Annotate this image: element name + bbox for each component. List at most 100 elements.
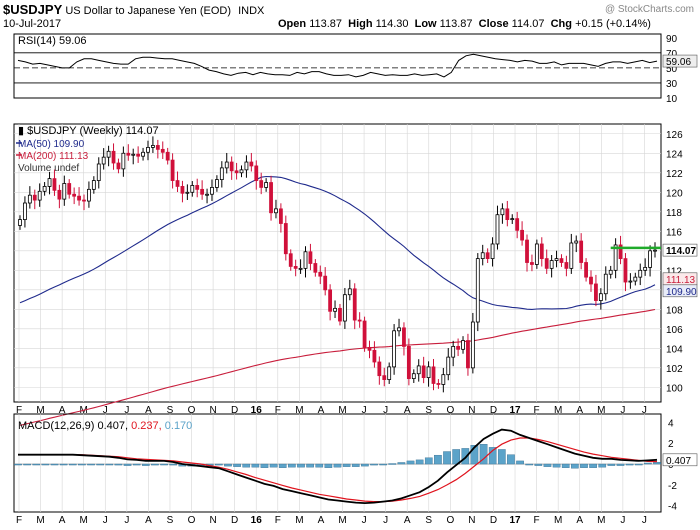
candle — [131, 148, 136, 165]
macd-x-label: S — [167, 515, 174, 526]
candle-body — [539, 243, 544, 260]
candle — [313, 259, 318, 277]
candle-body — [313, 263, 318, 273]
candle-body — [406, 345, 411, 379]
macd-histogram-bar — [41, 463, 50, 466]
price-x-label: M — [36, 405, 44, 416]
candle-body — [505, 208, 510, 220]
candle-body — [623, 258, 628, 283]
macd-signal-line — [18, 437, 658, 503]
macd-x-label: J — [362, 515, 367, 526]
macd-y-tick: 2 — [668, 439, 674, 450]
candle-body — [274, 208, 278, 214]
candle-body — [574, 240, 579, 244]
macd-histogram-bar — [32, 463, 41, 466]
price-x-label: F — [16, 405, 22, 416]
candle — [628, 273, 633, 289]
candle — [598, 288, 603, 310]
price-y-tick: 116 — [666, 227, 682, 238]
candle — [564, 255, 569, 277]
candle — [549, 255, 554, 278]
candle-body — [638, 269, 643, 278]
price-x-label: J — [362, 405, 367, 416]
candle-body — [175, 180, 180, 187]
candle — [42, 182, 47, 196]
candle — [32, 189, 37, 210]
macd-histogram-bar — [141, 463, 150, 466]
candle-body — [367, 346, 372, 351]
macd-legend-label: MACD(12,26,9) — [18, 420, 97, 432]
candle-body — [382, 375, 387, 380]
price-y-tick: 118 — [666, 208, 682, 219]
macd-histogram-bar — [169, 463, 178, 466]
candle — [101, 148, 106, 170]
rsi-panel-frame — [13, 33, 662, 99]
candle — [392, 324, 397, 375]
candle-body — [549, 260, 554, 269]
candle — [618, 235, 623, 265]
candle-body — [210, 187, 214, 195]
macd-histogram-bar — [315, 463, 324, 468]
price-x-label: 16 — [251, 405, 263, 416]
candle — [205, 188, 209, 204]
candle — [278, 203, 283, 233]
candle — [421, 356, 426, 384]
candle-body — [426, 366, 431, 379]
candle-body — [618, 244, 623, 260]
candle — [500, 203, 505, 224]
candle — [362, 316, 367, 352]
candle — [510, 214, 515, 224]
candle — [525, 234, 529, 272]
candle — [328, 284, 333, 321]
candle-body — [170, 159, 175, 181]
candle-body — [254, 165, 259, 181]
candle-body — [515, 218, 520, 231]
price-y-tick: 122 — [666, 169, 683, 180]
price-x-label: A — [59, 405, 66, 416]
macd-histogram-bar — [333, 463, 342, 468]
candle — [264, 178, 269, 192]
candle-body — [293, 266, 298, 269]
macd-histogram-bar — [388, 463, 397, 465]
rsi-value-tag: 59.06 — [666, 57, 691, 68]
macd-histogram-bar — [214, 463, 223, 466]
macd-histogram-bar — [351, 463, 360, 467]
candle — [333, 300, 337, 319]
macd-histogram-bar — [406, 460, 415, 465]
candle — [441, 367, 446, 393]
candle-body — [500, 208, 505, 216]
macd-histogram-bar — [59, 463, 68, 466]
candle — [382, 367, 387, 387]
candle — [554, 250, 559, 268]
macd-histogram-bar — [361, 463, 369, 467]
macd-histogram-bar — [160, 463, 168, 466]
macd-x-label: J — [620, 515, 625, 526]
ma200-legend: MA(200) 111.13 — [18, 151, 89, 162]
candle-body — [416, 365, 421, 375]
candle-body — [470, 321, 475, 369]
candle-body — [510, 218, 515, 221]
candle-body — [397, 327, 401, 332]
candle-body — [160, 148, 165, 153]
candle — [27, 186, 32, 209]
candle — [283, 215, 288, 261]
candle-body — [200, 188, 205, 195]
macd-histogram-bar — [516, 460, 524, 465]
macd-histogram-bar — [607, 463, 616, 466]
candle — [539, 237, 544, 267]
macd-x-label: A — [145, 515, 152, 526]
candle-body — [146, 147, 150, 153]
price-y-tick: 108 — [666, 305, 683, 316]
macd-histogram-bar — [561, 463, 570, 468]
macd-x-label: F — [16, 515, 22, 526]
macd-histogram-bar — [370, 463, 378, 466]
candle-body — [342, 294, 347, 322]
symbol: $USDJPY — [3, 2, 63, 17]
candle-body — [387, 366, 392, 380]
macd-x-label: A — [576, 515, 583, 526]
candle-body — [333, 307, 337, 312]
macd-histogram-bar — [324, 463, 333, 468]
candle — [67, 179, 72, 199]
candle-body — [372, 349, 377, 363]
candle-body — [259, 180, 264, 188]
